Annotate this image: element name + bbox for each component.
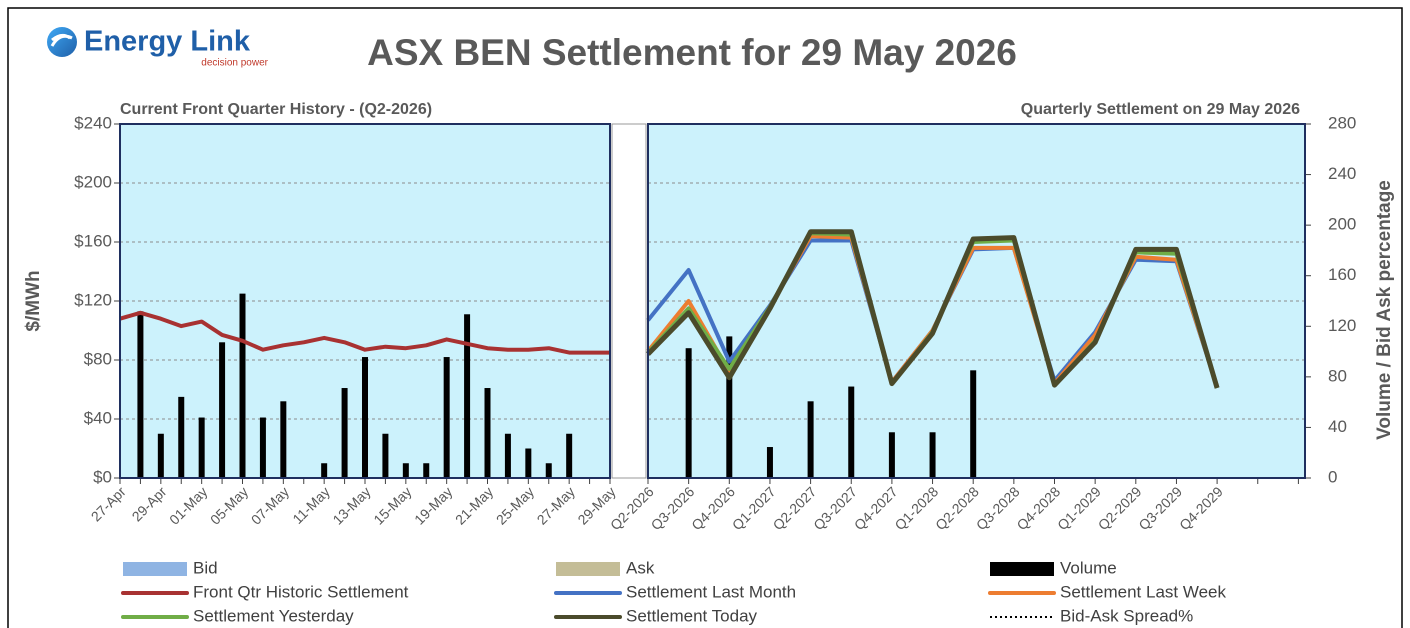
- legend-label: Volume: [1060, 558, 1117, 577]
- y-tick-label: $240: [74, 113, 112, 132]
- y2-tick-label: 280: [1328, 113, 1356, 132]
- legend-label: Ask: [626, 558, 655, 577]
- bar: [685, 348, 692, 478]
- x-tick-label: Q2-2028: [932, 483, 982, 533]
- x-tick-label: Q2-2027: [769, 483, 819, 533]
- y-tick-label: $200: [74, 172, 112, 191]
- legend-label: Settlement Last Week: [1060, 582, 1226, 601]
- legend-label: Bid-Ask Spread%: [1060, 606, 1193, 625]
- bar: [888, 432, 895, 478]
- x-tick-label: Q3-2029: [1135, 483, 1185, 533]
- x-tick-label: 13-May: [329, 483, 373, 527]
- bar: [137, 311, 144, 478]
- y2-tick-label: 240: [1328, 164, 1356, 183]
- x-tick-label: Q2-2029: [1095, 483, 1145, 533]
- bar: [443, 357, 450, 478]
- y-tick-label: $80: [84, 349, 112, 368]
- y2-tick-label: 200: [1328, 215, 1356, 234]
- y2-tick-label: 40: [1328, 417, 1347, 436]
- frame: [7, 7, 1403, 628]
- panel-title: Current Front Quarter History - (Q2-2026…: [120, 101, 432, 118]
- legend-label: Settlement Today: [626, 606, 758, 625]
- y2-tick-label: 160: [1328, 265, 1356, 284]
- logo-name: Energy Link: [84, 26, 251, 58]
- bar: [280, 401, 287, 478]
- bar: [402, 463, 409, 478]
- bar: [464, 314, 471, 478]
- plot-border: [647, 123, 1306, 479]
- x-tick-label: Q4-2028: [1013, 483, 1063, 533]
- logo-swoosh: [50, 33, 73, 47]
- bar: [807, 401, 814, 478]
- bar: [157, 433, 164, 478]
- x-tick-label: 15-May: [370, 483, 414, 527]
- chart-title: ASX BEN Settlement for 29 May 2026: [367, 32, 1017, 73]
- legend-label: Settlement Last Month: [626, 582, 796, 601]
- legend-swatch: [990, 562, 1054, 576]
- plot-border: [119, 123, 611, 479]
- bar: [321, 463, 328, 478]
- legend-label: Bid: [193, 558, 218, 577]
- y-tick-label: $0: [93, 467, 112, 486]
- bar: [198, 417, 205, 478]
- x-tick-label: 29-Apr: [129, 483, 170, 524]
- line: [119, 310, 610, 355]
- y-axis-label: $/MWh: [23, 270, 44, 331]
- x-tick-label: 05-May: [207, 483, 251, 527]
- bar: [726, 336, 733, 478]
- bar: [219, 342, 226, 478]
- x-tick-label: Q1-2029: [1054, 483, 1104, 533]
- bar: [545, 463, 552, 478]
- y-tick-label: $120: [74, 290, 112, 309]
- bar: [484, 388, 491, 478]
- x-tick-label: 07-May: [248, 483, 292, 527]
- bar: [362, 357, 368, 478]
- y2-tick-label: 0: [1328, 467, 1337, 486]
- y-tick-label: $40: [84, 408, 112, 427]
- y2-tick-label: 120: [1328, 316, 1356, 335]
- legend-label: Settlement Yesterday: [193, 606, 354, 625]
- x-tick-label: Q1-2027: [729, 483, 779, 533]
- x-tick-label: 27-Apr: [88, 483, 129, 524]
- x-tick-label: Q4-2026: [688, 483, 738, 533]
- logo-icon: [47, 27, 77, 57]
- bar: [504, 433, 511, 478]
- legend-swatch: [123, 562, 187, 576]
- bar: [382, 433, 389, 478]
- logo: Energy Link decision power: [47, 26, 269, 69]
- bar: [848, 386, 855, 478]
- x-tick-label: 25-May: [493, 483, 537, 527]
- x-tick-label: Q3-2027: [810, 483, 860, 533]
- x-tick-label: 21-May: [452, 483, 496, 527]
- bar: [970, 370, 977, 478]
- y2-tick-label: 80: [1328, 366, 1347, 385]
- x-tick-label: Q4-2029: [1176, 483, 1226, 533]
- bar: [259, 417, 266, 478]
- legend-swatch: [556, 562, 620, 576]
- bar: [178, 396, 185, 478]
- x-tick-label: Q3-2026: [648, 483, 698, 533]
- x-tick-label: Q1-2028: [891, 483, 941, 533]
- bar: [239, 293, 246, 478]
- line: [646, 229, 1220, 389]
- bar: [525, 448, 532, 478]
- y2-axis-label: Volume / Bid Ask percentage: [1374, 180, 1395, 440]
- panel-gap: [611, 123, 647, 479]
- bar: [566, 433, 573, 478]
- x-tick-label: 11-May: [289, 483, 333, 527]
- bar: [766, 447, 773, 478]
- bar: [423, 463, 430, 478]
- logo-tagline: decision power: [201, 58, 268, 69]
- y-tick-label: $160: [74, 231, 112, 250]
- x-tick-label: 01-May: [166, 483, 210, 527]
- legend-label: Front Qtr Historic Settlement: [193, 582, 409, 601]
- bar: [341, 388, 348, 478]
- x-tick-label: 19-May: [411, 483, 455, 527]
- x-tick-label: Q3-2028: [973, 483, 1023, 533]
- x-tick-label: Q4-2027: [851, 483, 901, 533]
- x-tick-label: 27-May: [534, 483, 578, 527]
- panel-title: Quarterly Settlement on 29 May 2026: [1021, 101, 1300, 118]
- bar: [929, 432, 936, 478]
